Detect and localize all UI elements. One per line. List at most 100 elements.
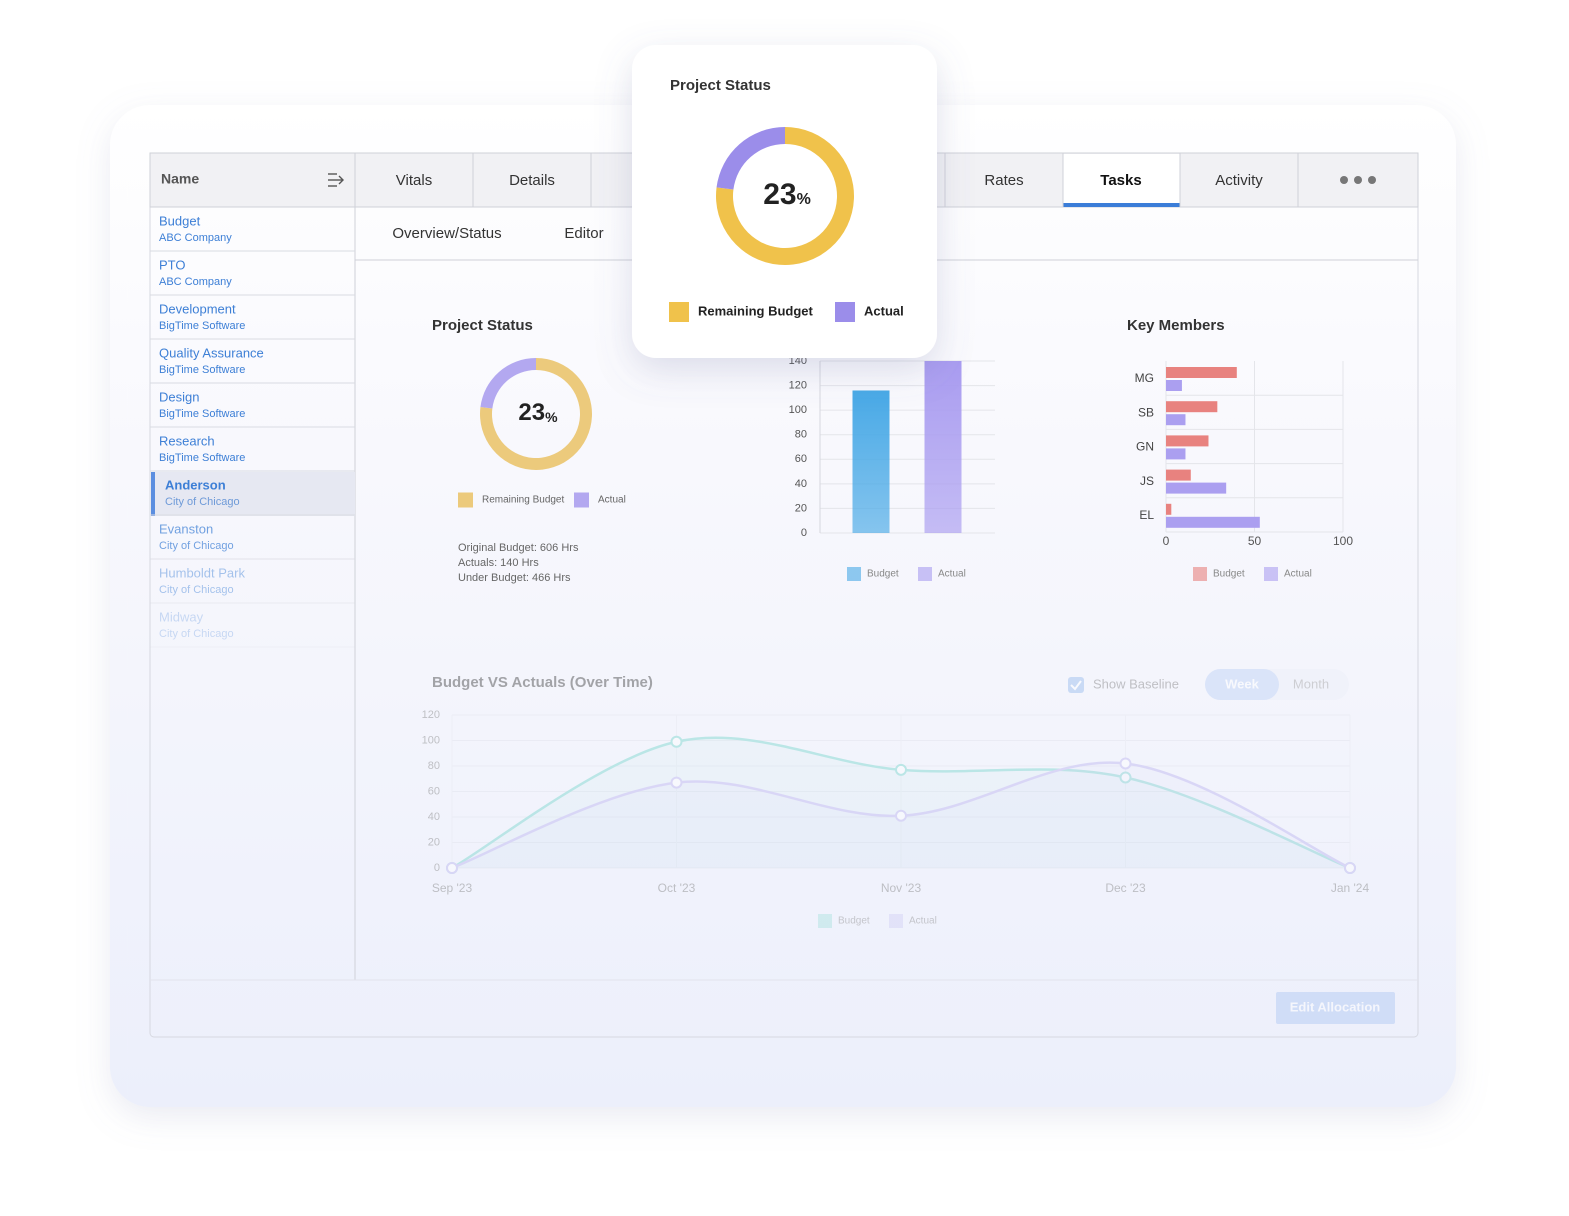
- point: [670, 735, 683, 748]
- toggle-option[interactable]: Week: [1225, 676, 1259, 691]
- selected-row[interactable]: [151, 472, 355, 516]
- chart-title: Key Members: [1127, 317, 1225, 334]
- center-label: 23%: [763, 178, 811, 211]
- sidebar-header: Name: [161, 171, 199, 187]
- donut-segment: [716, 127, 785, 190]
- y-tick-label: 0: [434, 862, 440, 874]
- y-tick-label: JS: [1140, 474, 1154, 488]
- bar: [1166, 367, 1237, 378]
- item-name: Budget: [159, 213, 201, 228]
- bar: [1166, 435, 1209, 447]
- more-tab[interactable]: [1340, 176, 1376, 184]
- center-value: 23: [518, 399, 545, 426]
- y-tick-label: 20: [795, 502, 807, 514]
- y-tick-label: MG: [1135, 371, 1154, 385]
- sort-icon[interactable]: [328, 173, 344, 187]
- item-name: Humboldt Park: [159, 565, 245, 580]
- note: Original Budget: 606 Hrs: [458, 542, 579, 554]
- line: [451, 736, 1351, 870]
- legend-label: Actual: [938, 569, 966, 580]
- chart-title: Project Status: [670, 77, 771, 94]
- tab[interactable]: Activity: [1215, 172, 1263, 189]
- tab[interactable]: Details: [509, 172, 555, 189]
- legend-swatch: [847, 567, 861, 581]
- sidebar-item[interactable]: Budget ABC Company: [150, 213, 355, 252]
- sidebar-item[interactable]: Evanston City of Chicago: [150, 521, 355, 560]
- x-tick-label: Jan '24: [1331, 881, 1370, 895]
- y-tick-label: 80: [795, 429, 807, 441]
- sidebar-item[interactable]: Research BigTime Software: [150, 433, 355, 472]
- x-tick-label: Dec '23: [1105, 881, 1146, 895]
- tab[interactable]: Rates: [984, 172, 1023, 189]
- note: Actuals: 140 Hrs: [458, 557, 539, 569]
- active-tab-underline: [1063, 203, 1180, 207]
- item-client: BigTime Software: [159, 320, 245, 332]
- sidebar-item[interactable]: Humboldt Park City of Chicago: [150, 565, 355, 604]
- toggle-active[interactable]: [1205, 669, 1279, 700]
- sidebar-item[interactable]: Anderson City of Chicago: [150, 477, 355, 516]
- x-tick-label: 0: [1163, 534, 1170, 548]
- popup-card: [632, 45, 937, 358]
- point: [895, 763, 907, 776]
- item-client: ABC Company: [159, 276, 232, 288]
- bar: [1166, 469, 1191, 481]
- button-label[interactable]: Edit Allocation: [1290, 999, 1381, 1014]
- sidebar-item[interactable]: Development BigTime Software: [150, 301, 355, 340]
- subtab[interactable]: Overview/Status: [392, 225, 501, 242]
- item-name: Development: [159, 301, 236, 316]
- legend-swatch: [669, 302, 689, 322]
- y-tick-label: 20: [428, 836, 440, 848]
- y-tick-label: GN: [1136, 440, 1154, 454]
- item-name: Midway: [159, 609, 204, 624]
- bar: [1166, 448, 1186, 460]
- item-name: Design: [159, 389, 199, 404]
- checkbox[interactable]: [1068, 677, 1084, 693]
- point: [1344, 862, 1356, 874]
- legend-swatch: [818, 914, 832, 928]
- item-name: Evanston: [159, 521, 213, 536]
- point: [446, 862, 458, 874]
- sidebar-item[interactable]: Design BigTime Software: [150, 389, 355, 428]
- y-tick-label: 80: [428, 760, 440, 772]
- sidebar-item[interactable]: Midway City of Chicago: [150, 609, 355, 648]
- legend-label: Budget: [838, 916, 870, 927]
- toggle-track: [1205, 669, 1349, 700]
- center-value: 23: [763, 178, 796, 211]
- legend-label: Remaining Budget: [698, 303, 814, 318]
- bar: [1166, 380, 1182, 391]
- bar: [924, 361, 962, 533]
- center-label: 23%: [518, 399, 558, 426]
- tab[interactable]: Vitals: [396, 172, 432, 189]
- legend-swatch: [1193, 567, 1207, 581]
- y-tick-label: 100: [789, 404, 807, 416]
- point: [446, 862, 458, 874]
- subtab[interactable]: Editor: [564, 225, 603, 242]
- y-tick-label: 40: [428, 811, 440, 823]
- button[interactable]: [1276, 992, 1395, 1024]
- item-name: Quality Assurance: [159, 345, 264, 360]
- toggle-option[interactable]: Month: [1293, 676, 1329, 691]
- sidebar-item[interactable]: PTO ABC Company: [150, 257, 355, 296]
- legend-label: Budget: [1213, 569, 1245, 580]
- point: [1119, 771, 1132, 784]
- center-unit: %: [797, 191, 811, 208]
- legend-label: Actual: [864, 303, 904, 318]
- sidebar-item[interactable]: Quality Assurance BigTime Software: [150, 345, 355, 384]
- selected-marker: [151, 472, 155, 516]
- point: [1119, 757, 1132, 770]
- point: [670, 776, 683, 789]
- x-tick-label: 100: [1333, 534, 1353, 548]
- bar: [1166, 503, 1172, 515]
- bar: [1166, 401, 1218, 413]
- legend-label: Budget: [867, 569, 899, 580]
- chart-title: Budget VS Actuals (Over Time): [432, 674, 653, 691]
- checkbox-label[interactable]: Show Baseline: [1093, 676, 1179, 691]
- bar: [1166, 516, 1260, 528]
- item-client: ABC Company: [159, 232, 232, 244]
- item-client: BigTime Software: [159, 452, 245, 464]
- y-tick-label: 60: [428, 785, 440, 797]
- legend-label: Actual: [1284, 569, 1312, 580]
- tab[interactable]: Tasks: [1100, 172, 1141, 189]
